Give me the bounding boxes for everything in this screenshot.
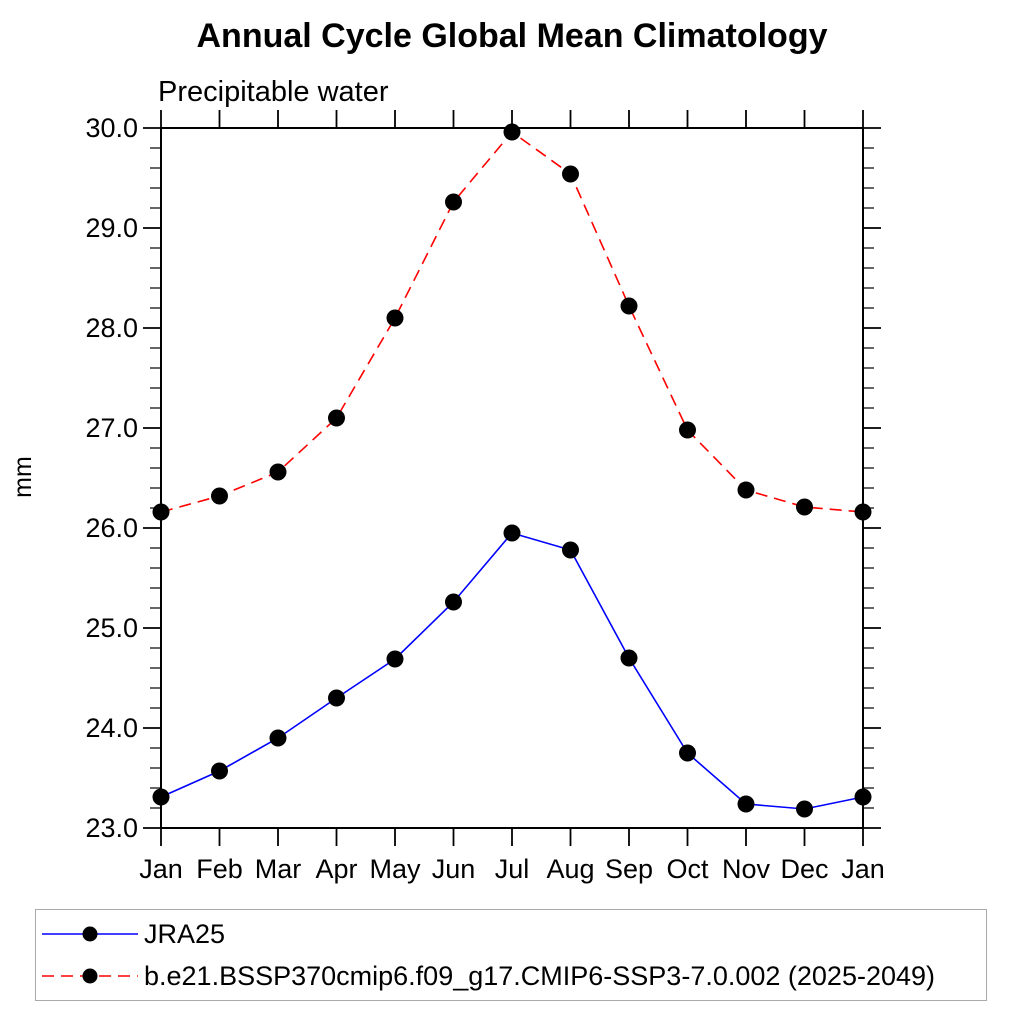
data-point (328, 689, 345, 707)
legend-label-jra25: JRA25 (144, 918, 226, 949)
data-point (269, 729, 287, 747)
x-tick-label: Sep (605, 854, 653, 884)
legend-marker-dashed-red-line-with-dot (42, 968, 138, 984)
y-tick-label: 30.0 (85, 113, 138, 143)
series-line-1 (160, 130, 864, 513)
data-point (503, 123, 521, 141)
chart-title: Annual Cycle Global Mean Climatology (196, 17, 828, 55)
x-tick-label: May (369, 854, 421, 884)
data-point (620, 649, 638, 667)
chart-subtitle: Precipitable water (158, 76, 389, 108)
legend-row-jra25: JRA25 (40, 913, 986, 955)
x-tick-label: Feb (196, 854, 243, 884)
x-tick-label: Apr (315, 854, 357, 884)
y-tick-label: 25.0 (85, 613, 138, 643)
legend-box: JRA25 b.e21.BSSP370cmip6.f09_g17.CMIP6-S… (35, 909, 987, 1001)
y-tick-label: 24.0 (85, 713, 138, 743)
data-point (386, 309, 404, 327)
data-point (679, 744, 696, 762)
data-point (796, 800, 813, 818)
legend-marker-solid-blue-line-with-dot (42, 926, 138, 942)
data-point (562, 541, 579, 559)
series-line-0 (160, 532, 864, 810)
plot-frame (160, 127, 864, 829)
y-tick-label: 27.0 (85, 413, 138, 443)
data-point (737, 795, 755, 813)
y-axis-label: mm (9, 456, 37, 498)
data-point (737, 481, 755, 499)
data-point (562, 165, 579, 183)
data-point (328, 409, 345, 427)
data-point (211, 487, 228, 505)
x-tick-label: Dec (780, 854, 828, 884)
y-tick-label: 26.0 (85, 513, 138, 543)
data-point (445, 593, 462, 611)
x-tick-label: Jun (432, 854, 476, 884)
y-tick-label: 29.0 (85, 213, 138, 243)
data-point (503, 524, 521, 542)
data-point (152, 503, 170, 521)
x-tick-label: Jan (841, 854, 885, 884)
x-tick-label: Oct (666, 854, 709, 884)
data-point (386, 650, 404, 668)
legend-row-model: b.e21.BSSP370cmip6.f09_g17.CMIP6-SSP3-7.… (40, 955, 986, 997)
x-tick-label: Jan (139, 854, 183, 884)
data-point (211, 762, 228, 780)
data-point (679, 421, 696, 439)
x-tick-label: Jul (495, 854, 530, 884)
x-tick-label: Aug (546, 854, 594, 884)
y-tick-label: 28.0 (85, 313, 138, 343)
data-point (620, 297, 638, 315)
legend-label-model: b.e21.BSSP370cmip6.f09_g17.CMIP6-SSP3-7.… (144, 960, 936, 991)
y-tick-label: 23.0 (85, 813, 138, 843)
data-point (854, 503, 872, 521)
data-point (796, 498, 813, 516)
data-point (152, 788, 170, 806)
data-point (854, 788, 872, 806)
x-tick-label: Mar (255, 854, 302, 884)
data-point (445, 193, 462, 211)
data-point (269, 463, 287, 481)
x-tick-label: Nov (722, 854, 771, 884)
